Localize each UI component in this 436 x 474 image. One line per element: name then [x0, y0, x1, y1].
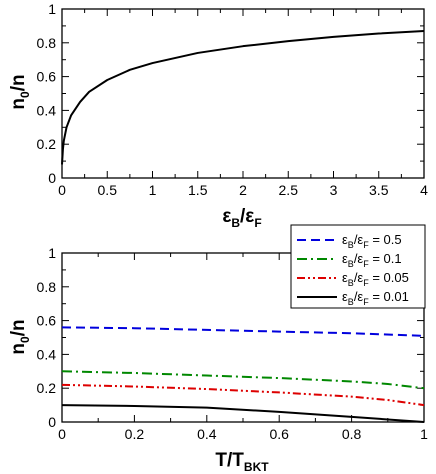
series-line-3	[61, 404, 425, 423]
x-tick-label: 0.5	[98, 182, 118, 198]
x-tick-label: 1.5	[188, 182, 208, 198]
y-tick-label: 0.6	[37, 69, 57, 85]
legend: εB/εF = 0.5εB/εF = 0.1εB/εF = 0.05εB/εF …	[290, 224, 426, 309]
top-chart: 0 0.5 1 1.5 2 2.5 3 3.5 4 0 0.2 0.4 0.6 0.8 1 n0/n εB/…	[8, 1, 428, 230]
x-tick-label: 2	[239, 182, 247, 198]
x-tick-label: 1	[149, 182, 157, 198]
bottom-y-axis-label: n0/n	[8, 319, 32, 354]
y-tick-label: 0.8	[37, 35, 57, 51]
legend-box	[290, 224, 426, 309]
top-x-axis-label: εB/εF	[222, 206, 261, 230]
y-tick-label: 1	[48, 1, 56, 17]
x-tick-label: 1	[420, 426, 428, 442]
x-tick-label: 0.8	[342, 426, 362, 442]
legend-label-3: εB/εF = 0.01	[342, 289, 409, 307]
series-line-1	[61, 370, 425, 390]
x-tick-label: 3	[330, 182, 338, 198]
x-tick-label: 0	[58, 426, 66, 442]
series-line-0	[61, 326, 425, 337]
top-plot-area: 0 0.5 1 1.5 2 2.5 3 3.5 4 0 0.2 0.4 0.6 0.8 1	[37, 1, 429, 198]
legend-label-1: εB/εF = 0.1	[342, 251, 402, 269]
x-tick-label: 0.2	[125, 426, 145, 442]
y-tick-label: 0.2	[37, 380, 57, 396]
legend-label-2: εB/εF = 0.05	[342, 270, 409, 288]
y-tick-label: 0.6	[37, 313, 57, 329]
legend-label-0: εB/εF = 0.5	[342, 232, 402, 250]
bottom-chart: 0 0.2 0.4 0.6 0.8 1 0 0.2 0.4 0.6 0.8 1 n0/n T/TBKT…	[8, 224, 429, 474]
x-tick-label: 0.4	[197, 426, 217, 442]
x-tick-label: 3.5	[369, 182, 389, 198]
y-tick-label: 0.8	[37, 279, 57, 295]
x-tick-label: 4	[420, 182, 428, 198]
y-tick-label: 0.4	[37, 346, 57, 362]
y-tick-label: 0	[48, 414, 56, 430]
x-tick-label: 0	[58, 182, 66, 198]
bottom-plot-area: 0 0.2 0.4 0.6 0.8 1 0 0.2 0.4 0.6 0.8 1	[37, 245, 429, 442]
series-line-0	[61, 29, 425, 165]
series-line-2	[61, 383, 425, 407]
y-tick-label: 0.2	[37, 136, 57, 152]
x-tick-label: 2.5	[279, 182, 299, 198]
bottom-x-axis-label: T/TBKT	[215, 450, 269, 474]
y-tick-label: 0	[48, 170, 56, 186]
y-tick-label: 1	[48, 245, 56, 261]
top-y-axis-label: n0/n	[8, 74, 32, 109]
y-tick-label: 0.4	[37, 102, 57, 118]
x-tick-label: 0.6	[269, 426, 289, 442]
